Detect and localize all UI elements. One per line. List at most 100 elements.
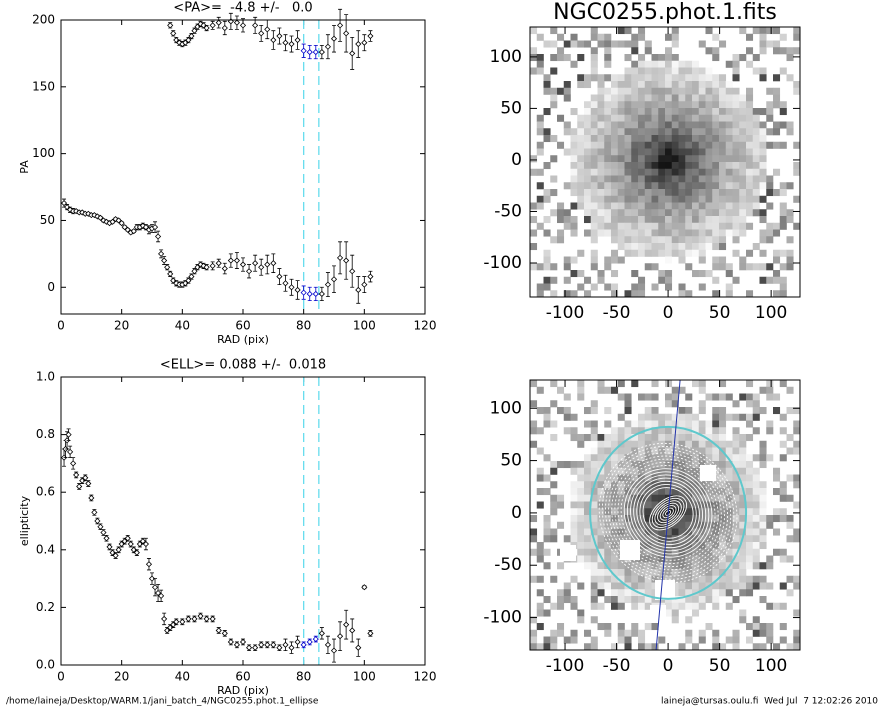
point: [355, 644, 362, 651]
pixel: [732, 87, 740, 95]
pixel: [678, 589, 686, 597]
pixel: [685, 434, 693, 442]
pixel: [611, 454, 619, 462]
plot-frame: [60, 19, 426, 315]
pixel: [604, 114, 612, 122]
x-tick-label: 0: [57, 319, 65, 333]
pixel: [725, 542, 733, 550]
point: [151, 584, 159, 591]
pixel: [651, 494, 659, 502]
pixel: [665, 148, 673, 156]
pixel: [590, 447, 598, 455]
pixel: [793, 427, 800, 435]
pixel: [752, 494, 760, 502]
pixel: [631, 380, 639, 388]
pixel: [793, 168, 800, 176]
pixel: [590, 108, 598, 116]
pixel: [590, 27, 598, 35]
pixel: [631, 81, 639, 89]
pixel: [570, 229, 578, 237]
pixel: [752, 474, 760, 482]
point: [88, 494, 95, 502]
pixel: [631, 175, 639, 183]
point: [324, 281, 331, 288]
pixel: [577, 528, 585, 536]
pixel: [739, 148, 747, 156]
pixel: [752, 182, 760, 190]
pixel: [692, 108, 700, 116]
pixel: [698, 270, 706, 278]
pixel: [665, 229, 673, 237]
pixel: [597, 555, 605, 563]
pixel: [658, 60, 666, 68]
pixel: [597, 542, 605, 550]
pixel: [719, 461, 727, 469]
pixel: [624, 636, 632, 644]
pixel: [712, 407, 720, 415]
masked-region: [700, 465, 716, 481]
pixel: [739, 569, 747, 577]
pixel: [671, 33, 679, 41]
pixel: [577, 548, 585, 556]
pixel: [550, 494, 558, 502]
pixel: [624, 440, 632, 448]
pixel: [604, 420, 612, 428]
pixel: [786, 249, 794, 257]
pixel: [739, 413, 747, 421]
pixel: [692, 528, 700, 536]
pixel: [719, 81, 727, 89]
pixel: [725, 467, 733, 475]
pixel: [584, 135, 592, 143]
masked-region: [655, 580, 675, 600]
pixel: [597, 501, 605, 509]
pixel: [719, 155, 727, 163]
contour: [617, 461, 719, 564]
pixel: [638, 141, 646, 149]
y-tick-label: 0: [47, 280, 55, 294]
pixel: [638, 393, 646, 401]
pixel: [685, 87, 693, 95]
pixel: [732, 542, 740, 550]
pixel: [665, 128, 673, 136]
pixel: [550, 175, 558, 183]
pixel: [638, 420, 646, 428]
pixel: [597, 380, 605, 388]
pixel: [698, 182, 706, 190]
plot-frame: [60, 376, 426, 666]
pixel: [779, 141, 787, 149]
pixel: [530, 420, 538, 428]
pixel: [705, 596, 713, 604]
pixel: [766, 629, 774, 637]
pixel: [665, 447, 673, 455]
pixel: [604, 548, 612, 556]
pixel: [543, 420, 551, 428]
pixel: [705, 535, 713, 543]
pixel: [644, 135, 652, 143]
pixel: [732, 521, 740, 529]
pixel: [658, 175, 666, 183]
pixel: [631, 562, 639, 570]
pixel: [631, 528, 639, 536]
pixel: [746, 135, 754, 143]
pixel: [530, 263, 538, 271]
pixel: [631, 420, 639, 428]
pixel: [611, 195, 619, 203]
pixel: [631, 141, 639, 149]
pixel: [752, 562, 760, 570]
pixel: [773, 47, 781, 55]
pixel: [597, 40, 605, 48]
point: [161, 615, 168, 622]
pixel: [739, 575, 747, 583]
pixel: [543, 488, 551, 496]
pixel: [671, 249, 679, 257]
point: [361, 584, 368, 591]
pixel: [557, 209, 565, 217]
pixel: [692, 114, 700, 122]
pixel: [739, 189, 747, 197]
pixel: [644, 209, 652, 217]
pixel: [536, 427, 544, 435]
point: [173, 36, 180, 44]
pixel: [631, 195, 639, 203]
point: [151, 224, 159, 231]
pixel: [644, 128, 652, 136]
